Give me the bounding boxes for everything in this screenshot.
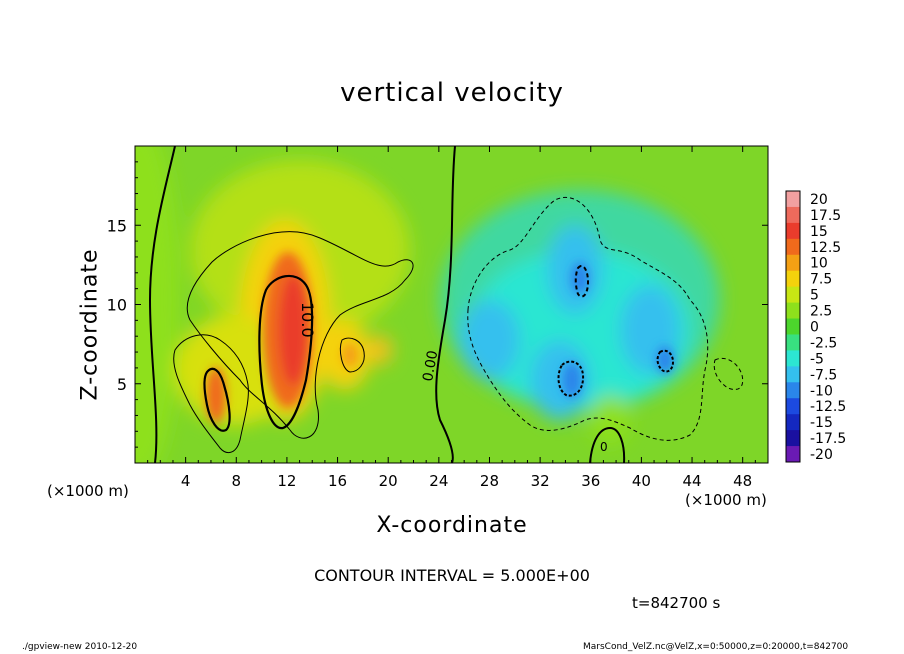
colorbar-label: 0 [810,320,819,336]
colorbar-label: -15 [810,415,833,431]
colorbar-swatch [786,302,800,320]
contour-zero-bottom [589,426,626,463]
colorbar-swatch [786,222,800,240]
chart-title: vertical velocity [340,78,564,108]
colorbar-swatch [786,254,800,272]
x-tick-label: 48 [733,472,752,490]
colorbar-label: 7.5 [810,272,832,288]
colorbar-swatch [786,318,800,335]
y-tick-label: 15 [107,216,127,235]
colorbar-swatch [786,414,800,431]
y-tick-label: 10 [107,296,127,315]
colorbar-label: -5 [810,351,824,367]
contour-5-right [339,337,365,373]
colorbar-label: -2.5 [810,335,837,351]
x-tick-label: 12 [277,472,296,490]
colorbar-swatch [786,206,800,224]
colorbar: 2017.51512.5107.552.50-2.5-5-7.5-10-12.5… [785,190,846,463]
colorbar-swatch [786,398,800,415]
y-axis-label: Z-coordinate [77,248,103,401]
colorbar-swatch [786,446,800,463]
contour-lines [148,146,744,463]
contour-neg5-main [467,196,709,441]
colorbar-label: -17.5 [810,431,846,447]
colorbar-label: 5 [810,288,819,304]
contour-neg10-c [656,349,675,373]
contour-label-000: 0.00 [420,349,441,382]
contour-5-left [173,334,249,453]
contour-zero-left [148,146,176,463]
y-tick-label: 5 [117,375,127,394]
x-unit-label-left: (×1000 m) [47,482,129,500]
x-axis: 4 8 12 16 20 24 28 32 36 40 44 48 [147,146,756,490]
contour-10-small [203,367,231,432]
heatmap-field [135,146,768,463]
contour-neg10-b [557,360,585,397]
colorbar-label: 15 [810,224,828,240]
y-axis: 5 10 15 [107,161,768,448]
contour-neg5-small [713,357,744,390]
x-axis-label: X-coordinate [376,513,528,538]
x-unit-label: (×1000 m) [685,491,767,509]
colorbar-label: 20 [810,192,828,208]
colorbar-swatch [786,350,800,367]
colorbar-label: -12.5 [810,399,846,415]
colorbar-swatch [786,366,800,383]
colorbar-frame [785,190,801,463]
x-tick-label: 40 [632,472,651,490]
x-tick-label: 32 [531,472,550,490]
colorbar-label: -10 [810,383,833,399]
x-tick-label: 20 [379,472,398,490]
x-tick-label: 44 [682,472,701,490]
contour-label-0: 0 [600,440,608,454]
colorbar-label: -20 [810,447,833,463]
x-tick-label: 28 [480,472,499,490]
colorbar-swatch [786,191,800,208]
time-stamp: t=842700 s [632,594,721,612]
contour-neg10-a [574,264,590,298]
contour-10 [258,274,314,430]
colorbar-label: 10 [810,256,828,272]
contour-interval-text: CONTOUR INTERVAL = 5.000E+00 [314,566,590,585]
colorbar-label: 12.5 [810,240,841,256]
footer-right: MarsCond_VelZ.nc@VelZ,x=0:50000,z=0:2000… [583,642,849,652]
x-tick-label: 24 [429,472,448,490]
x-tick-label: 4 [181,472,191,490]
x-tick-label: 16 [328,472,347,490]
colorbar-swatch [786,270,800,288]
footer-left: ./gpview-new 2010-12-20 [22,642,138,652]
contour-label-10: 10.0 [298,302,317,338]
colorbar-label: 2.5 [810,304,832,320]
colorbar-label: 17.5 [810,208,841,224]
colorbar-label: -7.5 [810,367,837,383]
x-tick-label: 36 [581,472,600,490]
contour-5-outer [186,231,414,439]
colorbar-swatch [786,382,800,399]
colorbar-swatch [786,430,800,447]
colorbar-swatch [786,238,800,256]
contour-zero-center [435,146,456,463]
x-tick-label: 8 [232,472,242,490]
colorbar-swatch [786,286,800,304]
colorbar-swatch [786,334,800,351]
